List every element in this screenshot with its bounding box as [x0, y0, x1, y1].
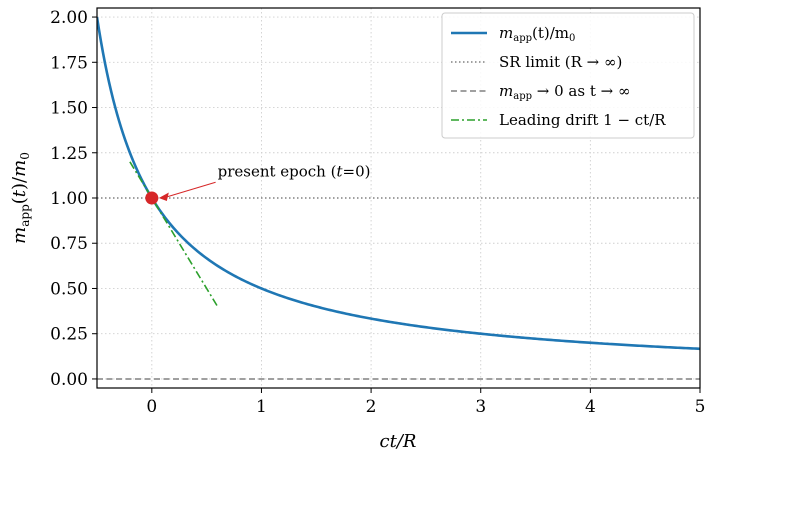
x-tick-label: 5 [695, 397, 706, 417]
legend-entry-zero-limit: mapp → 0 as t → ∞ [499, 82, 630, 102]
annotation-present-epoch: present epoch (t=0) [218, 162, 371, 180]
series-layer [97, 16, 700, 380]
y-tick-label: 2.00 [50, 8, 88, 28]
x-tick-label: 0 [146, 397, 157, 417]
y-tick-label: 1.75 [50, 53, 88, 73]
x-axis-label: ct/R [380, 431, 417, 452]
series-line-leading-drift [129, 161, 219, 307]
y-tick-label: 1.50 [50, 99, 88, 119]
y-tick-label: 0.50 [50, 279, 88, 299]
present-epoch-marker [145, 191, 159, 205]
x-tick-label: 2 [366, 397, 377, 417]
svg-text:mapp(t)/m0: mapp(t)/m0 [9, 152, 32, 244]
tick-layer: 0 1 2 3 4 5 0.00 0.25 0.50 0.75 1.00 1.25 1.50 1.75 2.… [50, 8, 705, 417]
legend-entry-sr-limit: SR limit (R → ∞) [499, 53, 622, 71]
y-axis-label: mapp(t)/m0 [9, 152, 32, 244]
annotation-layer: present epoch (t=0) [145, 162, 371, 205]
y-tick-label: 1.25 [50, 144, 88, 164]
x-tick-label: 1 [256, 397, 267, 417]
series-line-m-app [97, 16, 700, 351]
legend: mapp(t)/m0 SR limit (R → ∞) mapp → 0 as t … [441, 12, 695, 139]
legend-box [441, 12, 695, 139]
annotation-arrowhead [158, 192, 169, 201]
footer-caption [130, 496, 790, 514]
y-tick-label: 0.75 [50, 234, 88, 254]
x-tick-label: 4 [585, 397, 596, 417]
y-tick-label: 1.00 [50, 189, 88, 209]
y-tick-label: 0.25 [50, 325, 88, 345]
x-tick-label: 3 [475, 397, 486, 417]
legend-entry-m-app: mapp(t)/m0 [499, 24, 575, 44]
legend-entry-leading-drift: Leading drift 1 − ct/R [499, 111, 666, 129]
annotation-arrow [164, 181, 216, 198]
y-tick-label: 0.00 [50, 370, 88, 390]
